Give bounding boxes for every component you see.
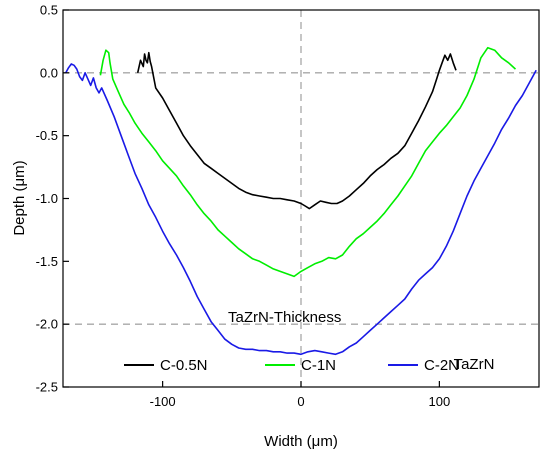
legend: C-0.5N C-1N C-2N bbox=[124, 357, 459, 374]
legend-label-2: C-2N bbox=[424, 357, 459, 374]
legend-label-0: C-0.5N bbox=[160, 357, 208, 374]
x-axis-title: Width (μm) bbox=[264, 433, 338, 450]
y-axis-title: Depth (μm) bbox=[11, 160, 28, 235]
series-line-1 bbox=[99, 46, 517, 278]
annotation-tazrn: TaZrN bbox=[454, 356, 495, 373]
series-line-0 bbox=[136, 51, 457, 210]
annotation-tazrn-thickness: TaZrN-Thickness bbox=[228, 309, 341, 326]
y-tick-label-4: -1.5 bbox=[36, 254, 58, 269]
axis-ticks: -100 0 100 0.5 0.0 -0.5 -1.0 -1.5 -2.0 -2.5 bbox=[36, 3, 451, 410]
plot-frame bbox=[62, 9, 540, 388]
y-tick-label-5: -2.0 bbox=[36, 317, 58, 332]
x-tick-label-1: 0 bbox=[297, 394, 304, 409]
legend-label-1: C-1N bbox=[301, 357, 336, 374]
series-layer bbox=[65, 46, 537, 356]
series-line-2 bbox=[65, 63, 537, 356]
y-tick-label-6: -2.5 bbox=[36, 380, 58, 395]
x-tick-label-0: -100 bbox=[150, 394, 176, 409]
x-tick-label-2: 100 bbox=[429, 394, 451, 409]
y-tick-label-2: -0.5 bbox=[36, 128, 58, 143]
reference-lines bbox=[63, 10, 539, 387]
y-tick-label-0: 0.5 bbox=[40, 3, 58, 18]
y-tick-label-3: -1.0 bbox=[36, 191, 58, 206]
y-tick-label-1: 0.0 bbox=[40, 65, 58, 80]
